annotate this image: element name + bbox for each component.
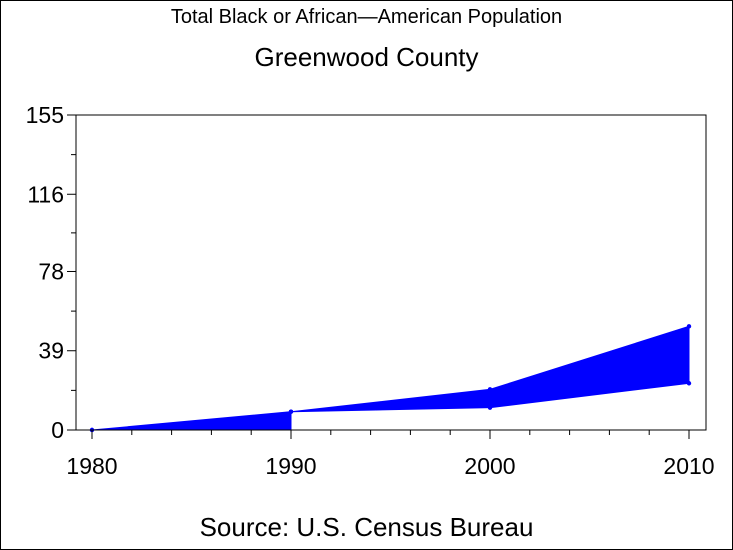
data-point-s2-2000 [487,405,493,410]
area-segment-1990-2000 [290,388,491,413]
y-tick-label: 116 [27,181,64,207]
area-segment-1980-1990 [91,411,292,431]
x-tick-label: 1990 [265,453,316,479]
source-note: Source: U.S. Census Bureau [199,512,534,542]
x-tick-label: 1980 [66,453,117,479]
area-layer [91,325,690,431]
data-point-s2-1990 [288,409,294,414]
point-layer [89,324,692,433]
data-point-s2-2010 [686,381,692,386]
x-tick-label: 2010 [663,453,714,479]
axis-layer: 0 39 78 116 155 1980 1990 2000 2010 [26,102,715,479]
y-tick-label: 0 [51,417,64,443]
data-point-s1-2010 [686,324,692,329]
area-segment-2000-2010 [489,325,690,409]
plot-frame [75,114,707,431]
data-point-s1-2000 [487,387,493,392]
y-tick-label: 155 [26,102,64,128]
y-tick-label: 39 [38,338,64,364]
y-tick-label: 78 [38,258,64,284]
chart-title: Total Black or African—American Populati… [170,6,563,28]
chart-subtitle: Greenwood County [254,42,479,72]
x-tick-label: 2000 [464,453,515,479]
